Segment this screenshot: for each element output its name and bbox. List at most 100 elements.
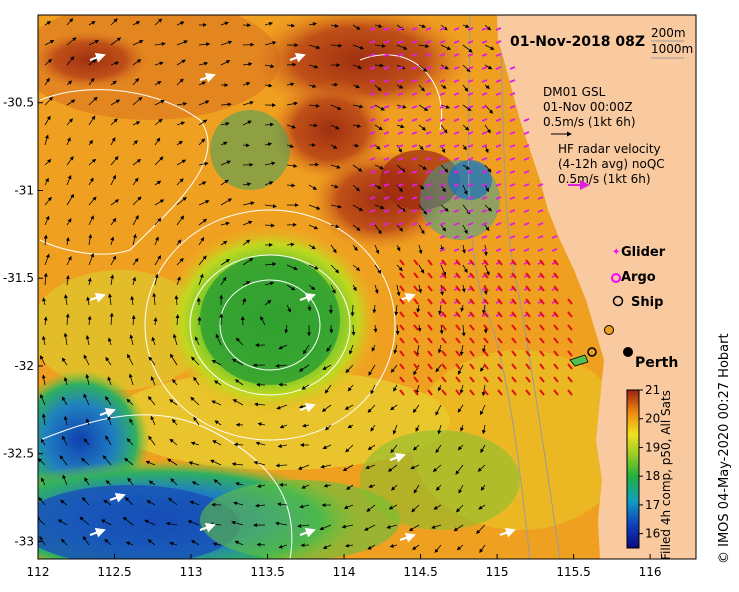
model-current-arrow [154,217,162,226]
radar-arrow-red [413,272,419,279]
radar-arrow-red [511,363,517,370]
model-current-arrow [242,297,246,306]
model-current-arrow [154,273,159,286]
radar-arrow [509,209,516,213]
white-vector-arrow [389,452,406,463]
radar-arrow [397,144,404,148]
radar-arrow-red [525,272,531,279]
model-current-arrow [66,37,77,46]
radar-arrow [523,118,530,122]
model-current-arrow [435,444,442,454]
radar-arrow [481,118,488,122]
radar-arrow [467,79,474,83]
radar-arrow [411,40,418,44]
model-current-arrow [110,217,117,226]
model-current-arrow [62,474,68,486]
model-current-arrow [460,304,465,313]
radar-arrow [425,157,432,161]
radar-arrow [453,92,460,96]
model-current-arrow [391,484,398,491]
radar-arrow [453,105,460,109]
model-current-arrow [484,224,490,232]
radar-arrow-red [455,363,461,370]
copyright-text: © IMOS 04-May-2020 00:27 Hobart [717,333,732,564]
radar-arrow [453,248,460,252]
radar-arrow-red [525,324,531,331]
model-current-arrow [352,284,357,292]
model-current-arrow [102,455,112,466]
radar-arrow-red [497,324,503,331]
radar-arrow [383,92,390,96]
model-current-arrow [484,204,493,212]
model-current-arrow [124,497,134,506]
radar-arrow-red [455,298,461,305]
model-current-arrow [40,438,46,446]
model-current-arrow [41,413,46,426]
model-current-arrow [342,464,354,472]
axes: 112 112.5 113 113.5 114 114.5 115 115.5 116 -30.5… [3,96,662,579]
model-current-arrow [438,304,443,316]
current-vectors [38,18,573,554]
model-current-arrow [234,379,244,386]
model-current-arrow [187,520,200,526]
model-current-arrow [343,504,354,509]
ship-marker-2 [587,347,597,357]
glider-symbol: ✦ [612,247,620,258]
radar-arrow [411,79,418,83]
model-current-arrow [393,384,398,392]
model-current-arrow [480,444,486,454]
model-current-arrow [132,21,141,26]
radar-arrow [383,66,390,70]
radar-arrow-red [567,350,573,357]
radar-arrow-red [483,324,489,331]
colorbar-gradient [626,389,640,549]
model-current-arrow [275,363,288,368]
model-current-arrow [374,164,384,170]
radar-arrow [439,248,446,252]
radar-arrow [467,170,474,174]
radar-arrow [481,79,488,83]
model-current-arrow [154,236,159,246]
model-current-arrow [367,444,376,451]
model-current-arrow [321,404,332,412]
model-current-arrow [176,140,183,146]
model-current-arrow [395,324,400,336]
model-current-arrow [412,404,420,414]
radar-arrow [369,209,376,213]
radar-arrow-red [455,324,461,331]
radar-arrow-red [427,324,433,331]
model-current-arrow [412,444,420,451]
radar-arrow-red [455,389,461,396]
model-current-arrow [458,484,464,494]
model-current-arrow [396,164,406,173]
model-current-arrow [153,317,158,326]
radar-arrow-red [483,337,489,344]
radar-arrow [439,79,446,83]
radar-arrow [509,196,516,200]
model-current-arrow [431,524,442,529]
radar-arrow-red [455,285,461,292]
radar-arrow [369,79,376,83]
radar-arrow [495,209,502,213]
sst-field [38,15,696,559]
radar-arrow [369,53,376,57]
radar-arrow [481,170,488,174]
radar-arrow [383,131,390,135]
model-current-arrow [462,144,467,151]
radar-arrow [439,209,446,213]
radar-arrow [481,40,488,44]
model-current-arrow [324,384,332,394]
model-current-arrow [374,63,384,68]
model-current-arrow [264,41,277,46]
model-current-arrow [480,404,486,416]
radar-arrow [425,196,432,200]
radar-arrow-red [553,337,559,344]
model-current-arrow [482,304,486,315]
model-current-arrow [40,393,46,406]
model-current-arrow [176,215,185,226]
model-current-arrow [84,477,90,486]
model-current-arrow [132,177,139,186]
model-current-arrow [330,224,340,229]
model-current-arrow [231,462,244,467]
model-current-arrow [286,23,296,28]
